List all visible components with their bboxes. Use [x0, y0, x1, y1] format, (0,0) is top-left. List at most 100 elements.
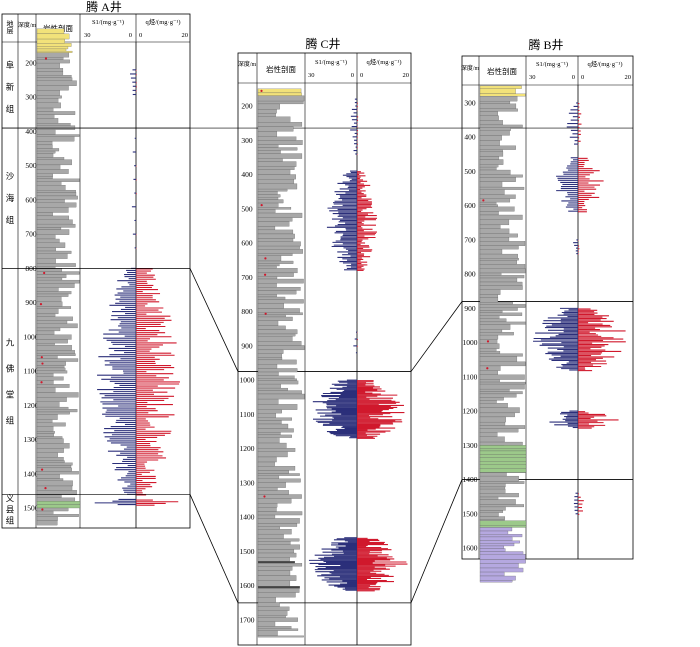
- depth-tick-label: 300: [241, 136, 253, 145]
- lithology-bed: [36, 353, 76, 356]
- lithology-bed: [479, 277, 518, 283]
- depth-tick-label: 400: [464, 133, 476, 142]
- lithology-bed: [257, 507, 277, 512]
- lithology-bed: [479, 534, 523, 538]
- lithology-bed: [36, 452, 58, 458]
- formation-name-char: 九: [6, 337, 15, 347]
- lithology-bed: [257, 538, 300, 542]
- well-c-litho-header: 岩性剖面: [266, 64, 296, 74]
- fossil-marker: [486, 340, 490, 343]
- lithology-bed: [479, 289, 501, 295]
- lithology-bed: [36, 144, 53, 149]
- lithology-bed: [257, 557, 290, 562]
- depth-tick-label: 1400: [24, 469, 39, 478]
- lithology-bed: [257, 241, 301, 247]
- lithology-bed: [257, 100, 304, 105]
- lithology-bed: [36, 68, 64, 72]
- lithology-bed: [257, 166, 295, 170]
- lithology-bed: [479, 108, 518, 112]
- lithology-bed: [257, 144, 279, 148]
- lithology-bed: [36, 102, 61, 109]
- lithology-bed: [257, 473, 300, 476]
- lithology-bed: [36, 501, 81, 505]
- lithology-bed: [36, 361, 66, 366]
- lithology-bed: [36, 514, 79, 517]
- lithology-bed: [257, 378, 297, 381]
- lithology-bed: [36, 460, 65, 463]
- fossil-marker: [40, 356, 43, 359]
- lithology-bed: [257, 88, 302, 94]
- depth-tick-label: 600: [464, 201, 476, 210]
- fossil-marker: [39, 302, 43, 306]
- lithology-bed: [257, 610, 288, 616]
- lithology-bed: [257, 570, 291, 576]
- lithology-bed: [479, 379, 500, 383]
- lithology-bed: [257, 283, 277, 288]
- lithology-bed: [479, 101, 511, 104]
- well-a-lithology-column: [36, 28, 81, 526]
- lithology-bed: [36, 118, 59, 124]
- lithology-bed: [36, 207, 69, 213]
- well-b-s1-axis-min: 30: [529, 74, 536, 81]
- lithology-bed: [257, 529, 292, 535]
- correlation-line: [410, 479, 463, 604]
- lithology-bed: [479, 488, 506, 494]
- lithology-bed: [36, 57, 64, 60]
- well-a-strata-header: 地层: [6, 19, 14, 35]
- lithology-bed: [36, 181, 62, 186]
- lithology-bed: [36, 59, 70, 64]
- lithology-bed: [257, 113, 276, 117]
- lithology-bed: [479, 536, 513, 541]
- lithology-bed: [257, 563, 303, 567]
- lithology-bed: [479, 260, 517, 265]
- lithology-bed: [479, 525, 527, 528]
- well-b-panel: 腾 B井 深度/m 岩性剖面 S1/(mg·g⁻¹) q烃/(mg·g⁻¹) 3…: [461, 37, 634, 583]
- lithology-bed: [479, 310, 503, 313]
- lithology-bed: [36, 376, 64, 381]
- lithology-bed: [257, 617, 298, 622]
- correlation-line: [410, 301, 463, 372]
- lithology-bed: [257, 635, 304, 638]
- lithology-bed: [257, 615, 286, 618]
- lithology-bed: [257, 260, 294, 264]
- lithology-bed: [479, 516, 506, 520]
- lithology-bed: [479, 120, 503, 126]
- depth-tick-label: 1300: [463, 441, 478, 450]
- lithology-bed: [257, 116, 291, 123]
- lithology-bed: [257, 544, 300, 550]
- lithology-bed: [479, 249, 503, 255]
- lithology-bed: [257, 191, 278, 195]
- lithology-bed: [257, 95, 305, 102]
- lithology-bed: [479, 407, 520, 414]
- depth-tick-label: 1200: [24, 401, 39, 410]
- depth-tick-label: 900: [241, 341, 253, 350]
- lithology-bed: [36, 28, 65, 35]
- well-c-geochem-bars: [308, 83, 408, 645]
- lithology-bed: [36, 268, 63, 272]
- formation-name-char: 组: [6, 516, 15, 526]
- lithology-bed: [479, 475, 519, 482]
- lithology-bed: [36, 438, 64, 444]
- lithology-bed: [36, 283, 75, 288]
- lithology-bed: [257, 207, 292, 210]
- lithology-bed: [479, 575, 516, 581]
- formation-name-char: 佛: [6, 363, 15, 373]
- lithology-bed: [479, 219, 510, 226]
- lithology-bed: [257, 320, 279, 327]
- formation-name-char: 义: [6, 494, 15, 504]
- lithology-bed: [257, 475, 280, 479]
- lithology-bed: [36, 141, 53, 146]
- lithology-bed: [479, 127, 511, 131]
- lithology-bed: [479, 468, 527, 473]
- lithology-bed: [36, 287, 59, 292]
- lithology-bed: [479, 545, 505, 549]
- lithology-bed: [257, 174, 296, 180]
- depth-tick-label: 600: [25, 195, 37, 204]
- lithology-bed: [479, 543, 515, 547]
- lithology-bed: [479, 493, 519, 498]
- lithology-bed: [257, 245, 300, 250]
- lithology-bed: [479, 321, 526, 325]
- lithology-bed: [257, 404, 298, 410]
- lithology-bed: [257, 606, 290, 611]
- lithology-bed: [479, 159, 504, 165]
